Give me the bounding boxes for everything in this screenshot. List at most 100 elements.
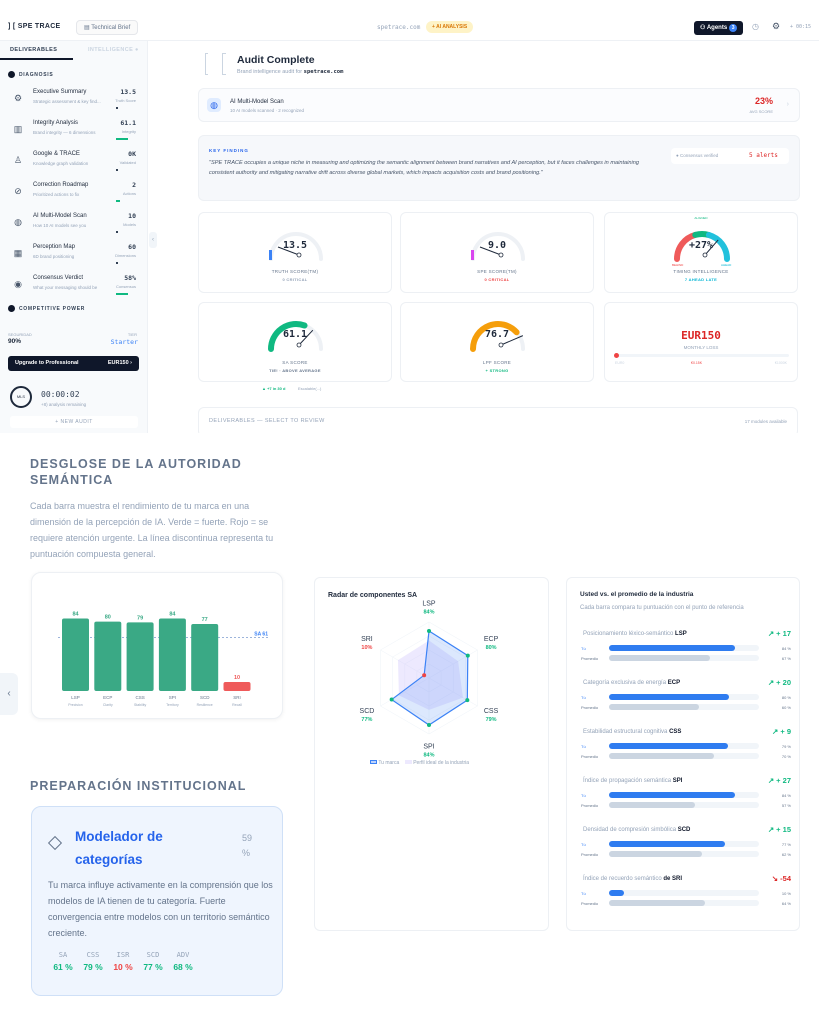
gauge-needle (298, 329, 314, 346)
avg-label: Promedio (581, 803, 599, 808)
sidebar-item[interactable]: ♙ Google & TRACE Knowledge graph validat… (8, 149, 140, 177)
metric-code: CSS (669, 729, 682, 735)
radar-axis-value: 80% (486, 645, 497, 651)
sidebar-item[interactable]: ▦ Perception Map 6D brand positioning 60… (8, 242, 140, 270)
sidebar-item-value: 13.5 (120, 88, 136, 96)
avg-bar (609, 851, 702, 857)
avg-track (609, 900, 759, 906)
radar-spoke (380, 649, 430, 679)
loss-min: EUR0 (615, 361, 625, 365)
gauge-fill (470, 321, 520, 352)
consensus-badge: ● Consensus verified 5 alerts (671, 148, 789, 164)
avg-bar (609, 753, 714, 759)
avg-label: Promedio (581, 705, 599, 710)
metric-name: Densidad de compresión simbólica (583, 827, 677, 833)
gauge-needle (479, 246, 502, 256)
metric-delta: ↗ + 15 (767, 825, 791, 834)
sidebar-item[interactable]: ⊘ Correction Roadmap Prioritized actions… (8, 180, 140, 208)
sidebar-item-title: Integrity Analysis (33, 120, 79, 126)
you-bar (609, 645, 735, 651)
subtitle-text: Brand intelligence audit for (237, 69, 304, 75)
gauge-card: 76.7 LPF SCORE + STRONG (400, 302, 594, 382)
you-bar (609, 694, 729, 700)
gauge-left-label: BEHIND (672, 263, 684, 267)
collapse-left-button[interactable]: ‹ (0, 673, 18, 715)
sidebar-item[interactable]: ⚙ Executive Summary Strategic assessment… (8, 87, 140, 115)
new-audit-button[interactable]: + NEW AUDIT (10, 416, 138, 428)
avg-label: Promedio (581, 656, 599, 661)
radar-axis-value: 84% (423, 753, 434, 759)
sidebar-item[interactable]: ◉ Consensus Verdict What your messaging … (8, 273, 140, 301)
you-value: 80 % (781, 695, 791, 700)
tier-label: TIER (127, 332, 137, 337)
bar-chart-svg: SA 61 84 LSP Precision 80 ECP Clarity 79 CSS Stab… (58, 611, 268, 707)
scan-subtitle: 10 AI models scanned · 2 recognized (230, 108, 305, 113)
app-logo[interactable]: ] [ SPE TRACE (8, 23, 61, 30)
metric-delta: ↗ + 9 (771, 727, 791, 736)
you-value: 79 % (781, 744, 791, 749)
alerts-count[interactable]: 5 alerts (749, 152, 778, 159)
gauge-card: 9.0 SPE SCORE(TM) 0 CRITICAL (400, 212, 594, 293)
tab-intelligence[interactable]: INTELLIGENCE ● (88, 47, 139, 53)
avg-bar (609, 802, 695, 808)
sidebar-collapse-handle[interactable]: ‹ (149, 232, 157, 248)
you-track (609, 645, 759, 651)
gauge-top-label: ALIGNED (694, 216, 708, 220)
tab-deliverables[interactable]: DELIVERABLES (10, 47, 58, 53)
avg-value: 62 % (781, 852, 791, 857)
gauge-card: +27% TIMING INTELLIGENCE 7 AHEAD LATE ALIGN… (604, 212, 798, 293)
target-icon: ◉ (14, 279, 22, 289)
bar (223, 682, 251, 691)
scan-score-label: AVG SCORE (749, 109, 774, 114)
radar-point (465, 653, 470, 658)
readiness-card-title: Modelador de categorías (75, 829, 163, 867)
loss-max: €1000K (774, 361, 787, 365)
sidebar: DELIVERABLES INTELLIGENCE ● DIAGNOSIS ⚙ … (0, 41, 148, 433)
you-track (609, 694, 759, 700)
loss-value: EUR150 (681, 329, 721, 342)
you-label: Tú (581, 793, 586, 798)
bar-value-label: 10 (234, 675, 240, 681)
bar-value-label: 77 (202, 617, 208, 623)
breakdown-description: Cada barra muestra el rendimiento de tu … (30, 501, 274, 559)
sidebar-item-title: Correction Roadmap (33, 182, 89, 188)
settings-gear-icon[interactable]: ⚙ (772, 21, 781, 31)
readiness-metric: SA 61 % (48, 951, 78, 972)
comparison-row: Densidad de compresión simbólica SCD ↗ +… (581, 824, 791, 868)
gauge-status: 0 CRITICAL (282, 277, 308, 282)
sidebar-item-title: Consensus Verdict (33, 275, 84, 281)
gauge-fill (269, 250, 272, 260)
you-label: Tú (581, 695, 586, 700)
metric-key: ADV (176, 951, 190, 959)
globe-icon: ◍ (14, 217, 22, 227)
radar-axis-label: ECP (484, 636, 499, 643)
sidebar-item[interactable]: ▥ Integrity Analysis Brand integrity — 6… (8, 118, 140, 146)
metric-value: 68 % (173, 962, 193, 972)
upgrade-button[interactable]: Upgrade to Professional EUR150 › (8, 356, 139, 371)
sidebar-item-subtitle: Knowledge graph validation (33, 161, 89, 166)
radar-card: Radar de componentes SA LSP 84% ECP 80% CSS 7… (314, 577, 549, 931)
gauge-svg (471, 232, 525, 261)
ai-analysis-badge: + AI ANALYSIS (426, 21, 474, 33)
legend-swatch-industry (404, 760, 412, 764)
metric-code: SPI (672, 778, 683, 784)
compass-icon: ⊘ (14, 186, 22, 196)
readiness-card: Modelador de categorías 59 % Tu marca in… (31, 806, 283, 996)
ai-scan-card[interactable]: ◍ AI Multi-Model Scan 10 AI models scann… (198, 88, 800, 122)
bar (158, 618, 186, 691)
comparison-title: Usted vs. el promedio de la industria (580, 591, 694, 598)
gauge-pivot (296, 342, 302, 348)
sidebar-item[interactable]: ◍ AI Multi-Model Scan How 10 AI models s… (8, 211, 140, 239)
legend-swatch-brand (370, 760, 377, 764)
gauge-value: 76.7 (484, 329, 510, 340)
technical-brief-button[interactable]: ▤ Technical Brief (76, 20, 139, 35)
avg-bar (609, 655, 710, 661)
agents-button[interactable]: ⚇ Agents 3 (694, 21, 744, 35)
metric-name: Estabilidad estructural cognitiva (583, 729, 668, 735)
legend-brand: Tu marca (378, 760, 400, 766)
brain-icon: ⚙ (13, 93, 23, 103)
bar-category-label: SCD (200, 695, 210, 700)
chevron-right-icon: › (786, 101, 789, 108)
metric-code: LSP (675, 631, 687, 637)
history-icon[interactable]: ◷ (752, 22, 759, 31)
